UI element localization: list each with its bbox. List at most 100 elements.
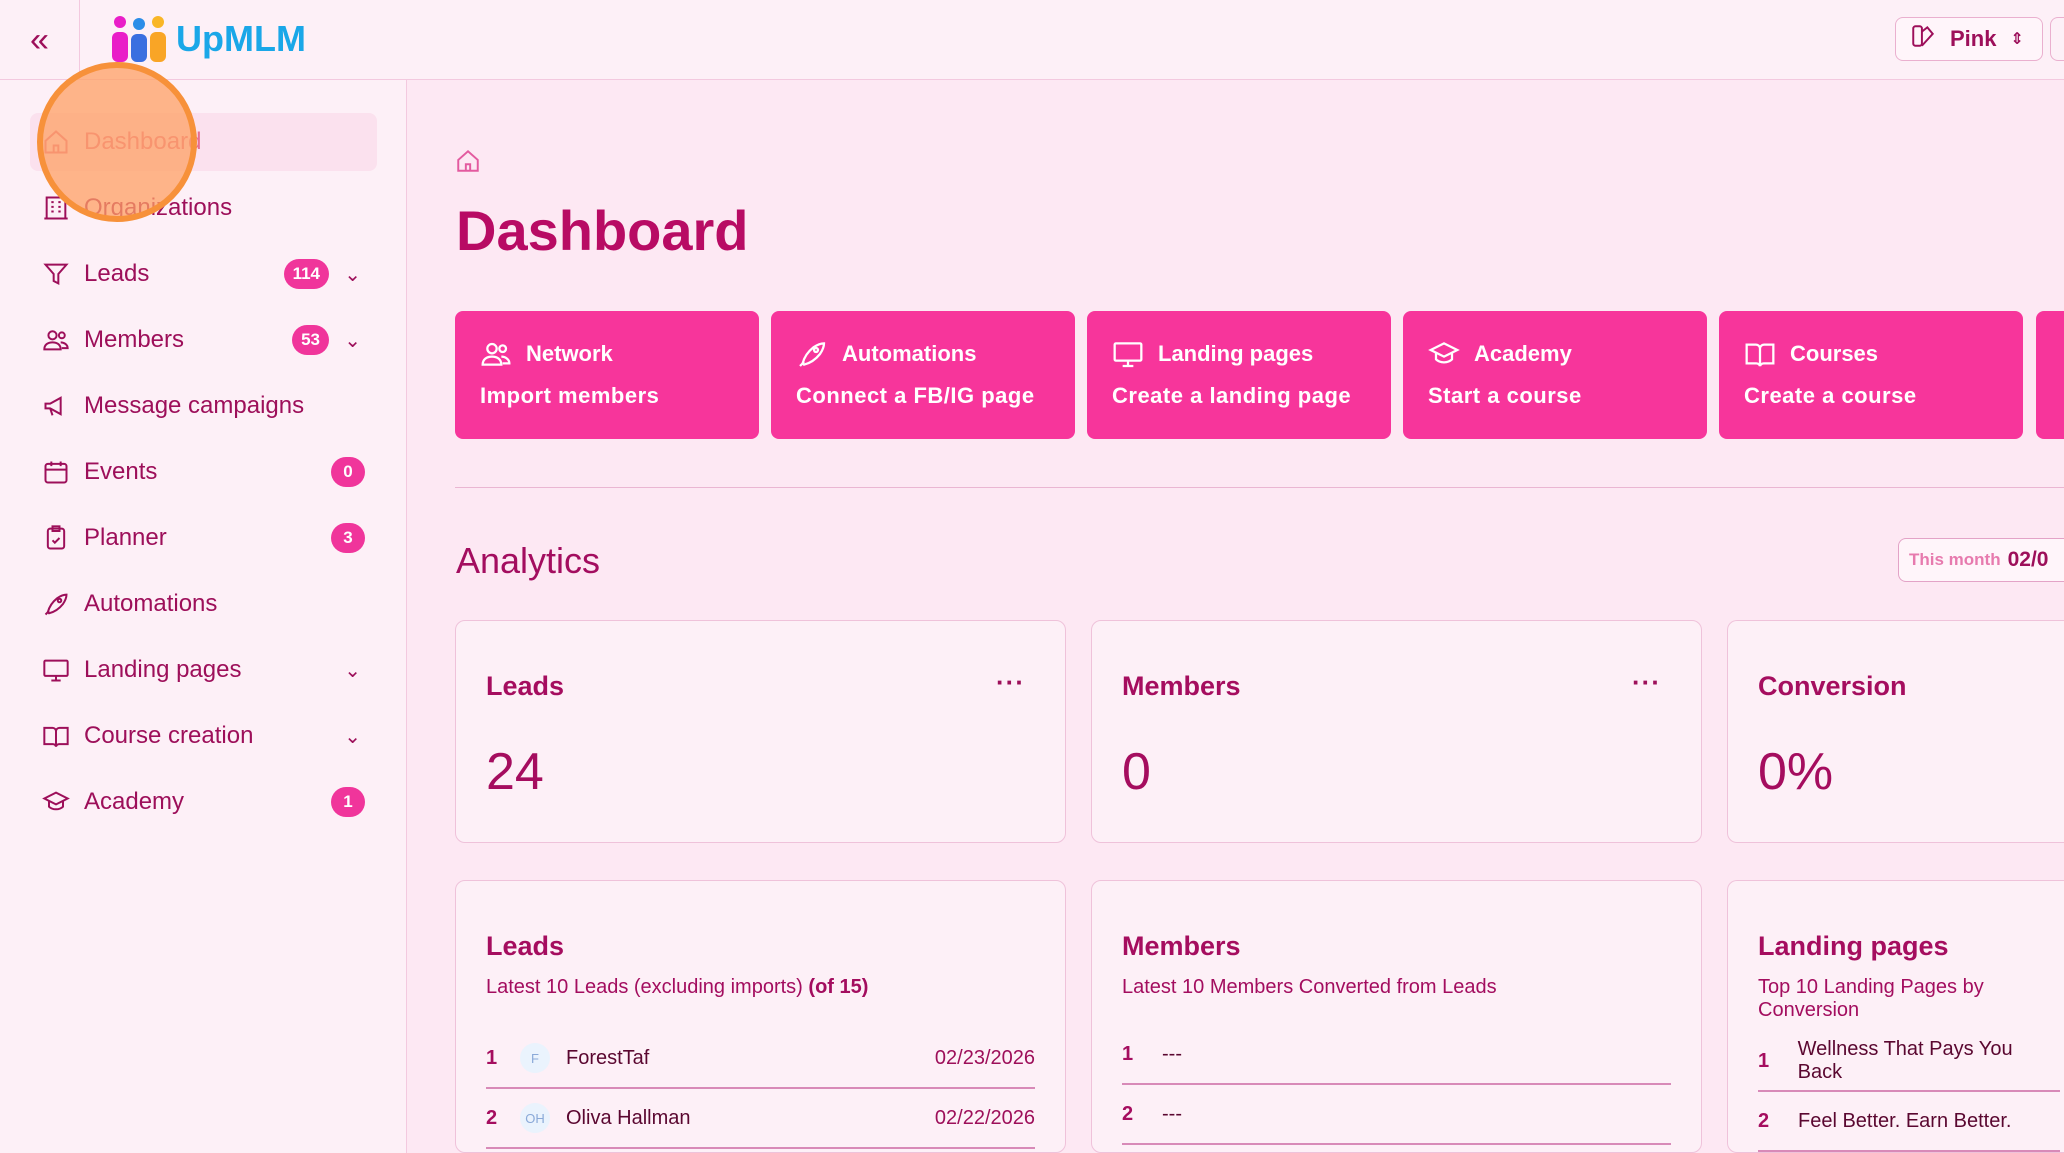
row-rank: 1	[1122, 1043, 1162, 1066]
chevron-down-icon[interactable]: ⌄	[344, 328, 361, 353]
leads-list-card: Leads Latest 10 Leads (excluding imports…	[455, 880, 1066, 1153]
action-card-automations[interactable]: Automations Connect a FB/IG page	[771, 311, 1075, 439]
period-value: 02/0	[2008, 548, 2049, 572]
row-rank: 2	[1122, 1103, 1162, 1126]
sidebar-item-academy[interactable]: Academy1	[30, 773, 377, 831]
list-item[interactable]: 1---	[1122, 1025, 1671, 1085]
sidebar: DashboardOrganizationsLeads114⌄Members53…	[0, 80, 407, 1153]
leads-count: (of 15)	[808, 976, 868, 998]
theme-select[interactable]: Pink ⇕	[1895, 17, 2043, 61]
action-subtitle: Connect a FB/IG page	[796, 383, 1050, 409]
card-subtitle: Top 10 Landing Pages by Conversion	[1758, 976, 2060, 1022]
row-rank: 1	[1758, 1050, 1798, 1073]
chevron-down-icon[interactable]: ⌄	[344, 262, 361, 287]
sidebar-item-label: Landing pages	[84, 656, 241, 684]
row-name: Wellness That Pays You Back	[1798, 1038, 2060, 1084]
action-subtitle: Create a landing page	[1112, 383, 1366, 409]
more-options-icon[interactable]: ···	[1632, 667, 1661, 698]
sidebar-item-label: Leads	[84, 260, 149, 288]
monitor-icon	[42, 656, 70, 684]
book-icon	[42, 722, 70, 750]
clipboard-icon	[42, 524, 70, 552]
sidebar-item-label: Course creation	[84, 722, 253, 750]
chevron-down-icon[interactable]: ⌄	[344, 658, 361, 683]
sidebar-item-automations[interactable]: Automations	[30, 575, 377, 633]
row-name: ForestTaf	[566, 1047, 649, 1070]
stat-value: 24	[486, 742, 1035, 802]
action-card-academy[interactable]: AcademyStart a course	[1403, 311, 1707, 439]
sidebar-item-label: Academy	[84, 788, 184, 816]
sidebar-item-label: Message campaigns	[84, 392, 304, 420]
megaphone-icon	[42, 392, 70, 420]
row-name: ---	[1162, 1103, 1182, 1126]
calendar-icon	[42, 458, 70, 486]
list-item[interactable]: 2---	[1122, 1085, 1671, 1145]
list-item[interactable]: 1FForestTaf02/23/2026	[486, 1029, 1035, 1089]
avatar: OH	[520, 1103, 550, 1133]
book-icon	[1744, 338, 1776, 370]
breadcrumb-home-icon[interactable]	[455, 148, 481, 174]
sidebar-item-label: Planner	[84, 524, 167, 552]
sidebar-item-events[interactable]: Events 0	[30, 443, 377, 501]
count-badge: 0	[331, 457, 365, 487]
sidebar-item-label: Automations	[84, 590, 217, 618]
row-date: 02/23/2026	[935, 1047, 1035, 1070]
users-icon	[480, 338, 512, 370]
stat-title: Conversion	[1758, 671, 2060, 702]
card-subtitle: Latest 10 Members Converted from Leads	[1122, 976, 1671, 999]
sidebar-item-planner[interactable]: Planner 3	[30, 509, 377, 567]
stat-card-conversion: Conversion 0%	[1727, 620, 2064, 843]
action-title: Academy	[1474, 341, 1572, 367]
card-title: Landing pages	[1758, 931, 2060, 962]
action-card-landing-pages[interactable]: Landing pagesCreate a landing page	[1087, 311, 1391, 439]
sidebar-item-leads[interactable]: Leads114⌄	[30, 245, 377, 303]
stat-card-members: Members···0	[1091, 620, 1702, 843]
rocket-icon	[796, 338, 828, 370]
action-card-courses[interactable]: CoursesCreate a course	[1719, 311, 2023, 439]
landing-pages-list-card: Landing pages Top 10 Landing Pages by Co…	[1727, 880, 2064, 1153]
card-subtitle: Latest 10 Leads (excluding imports)	[486, 976, 803, 998]
graduation-cap-icon	[1428, 338, 1460, 370]
users-icon	[42, 326, 70, 354]
click-indicator	[37, 62, 197, 222]
row-name: Feel Better. Earn Better.	[1798, 1110, 2011, 1133]
top-header: « UpMLM Pink ⇕	[0, 0, 2064, 80]
count-badge: 3	[331, 523, 365, 553]
avatar: F	[520, 1043, 550, 1073]
count-badge: 53	[292, 325, 329, 355]
period-label: This month	[1909, 550, 2001, 570]
sidebar-item-course-creation[interactable]: Course creation ⌄	[30, 707, 377, 765]
period-select[interactable]: This month 02/0	[1898, 538, 2064, 582]
chevron-updown-icon: ⇕	[2010, 29, 2023, 49]
sidebar-item-message-campaigns[interactable]: Message campaigns	[30, 377, 377, 435]
funnel-icon	[42, 260, 70, 288]
header-button[interactable]	[2050, 17, 2064, 61]
list-item[interactable]: 2Feel Better. Earn Better.	[1758, 1092, 2060, 1152]
list-item[interactable]: 1Wellness That Pays You Back	[1758, 1032, 2060, 1092]
logo[interactable]: UpMLM	[110, 14, 306, 64]
row-name: Oliva Hallman	[566, 1107, 690, 1130]
page-title: Dashboard	[456, 198, 749, 263]
monitor-icon	[1112, 338, 1144, 370]
row-date: 02/22/2026	[935, 1107, 1035, 1130]
list-item[interactable]: 2OHOliva Hallman02/22/2026	[486, 1089, 1035, 1149]
card-title: Leads	[486, 931, 1035, 962]
sidebar-item-label: Events	[84, 458, 157, 486]
collapse-sidebar-button[interactable]: «	[0, 0, 80, 80]
sidebar-item-members[interactable]: Members53⌄	[30, 311, 377, 369]
double-chevron-left-icon: «	[30, 21, 49, 60]
stat-value: 0%	[1758, 742, 2060, 802]
action-title: Automations	[842, 341, 976, 367]
rocket-icon	[42, 590, 70, 618]
action-title: Courses	[1790, 341, 1878, 367]
action-card-partial[interactable]	[2036, 311, 2064, 439]
action-card-network[interactable]: NetworkImport members	[455, 311, 759, 439]
graduation-cap-icon	[42, 788, 70, 816]
sidebar-item-landing-pages[interactable]: Landing pages ⌄	[30, 641, 377, 699]
more-options-icon[interactable]: ···	[996, 667, 1025, 698]
stat-card-leads: Leads···24	[455, 620, 1066, 843]
chevron-down-icon[interactable]: ⌄	[344, 724, 361, 749]
row-rank: 2	[1758, 1110, 1798, 1133]
analytics-heading: Analytics	[456, 540, 600, 582]
palette-icon	[1910, 23, 1936, 55]
